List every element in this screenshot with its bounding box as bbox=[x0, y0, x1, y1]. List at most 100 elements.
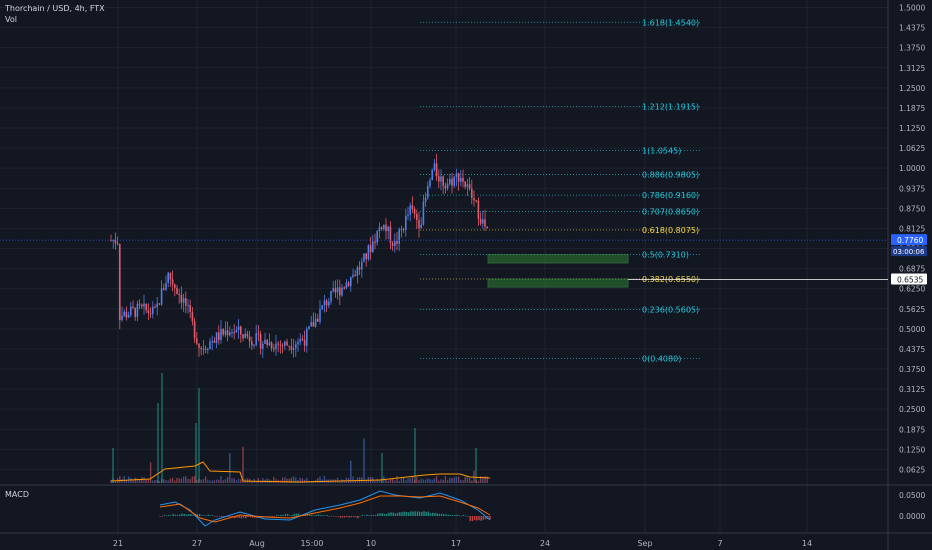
volume-bar bbox=[394, 480, 396, 483]
volume-bar bbox=[237, 478, 240, 483]
candle-body bbox=[180, 295, 183, 303]
macd-signal-line bbox=[159, 495, 491, 523]
macd-histogram-bar bbox=[454, 515, 456, 516]
fib-level-label: 1(1.0545) bbox=[642, 147, 681, 156]
volume-bar bbox=[405, 480, 407, 483]
macd-histogram-bar bbox=[163, 514, 166, 516]
candle-body bbox=[248, 336, 251, 342]
target-zones[interactable] bbox=[487, 254, 629, 288]
candle-body bbox=[165, 283, 167, 290]
candle-body bbox=[187, 305, 189, 307]
candle-body bbox=[220, 329, 222, 340]
candle-body bbox=[422, 201, 425, 225]
candle-body bbox=[451, 178, 453, 186]
macd-histogram-bar bbox=[306, 515, 309, 516]
macd-histogram-bar bbox=[348, 516, 350, 518]
candle-body bbox=[191, 311, 194, 322]
volume-bar bbox=[402, 477, 405, 483]
volume-bar bbox=[169, 478, 172, 483]
candle-body bbox=[222, 329, 224, 335]
volume-bar bbox=[464, 476, 466, 483]
volume-bar bbox=[446, 480, 449, 483]
volume-bar bbox=[130, 477, 132, 483]
candle-body bbox=[433, 163, 436, 170]
macd-histogram-bar bbox=[242, 516, 245, 518]
candle-body bbox=[416, 214, 418, 220]
volume-bar bbox=[207, 479, 209, 483]
symbol-title[interactable]: Thorchain / USD, 4h, FTX bbox=[5, 4, 105, 13]
macd-histogram-bar bbox=[317, 514, 320, 516]
volume-bar bbox=[482, 476, 484, 483]
candle-body bbox=[264, 339, 266, 344]
volume-bar bbox=[233, 478, 235, 483]
candle-body bbox=[352, 274, 354, 278]
price-tick-label: 0.1250 bbox=[899, 445, 925, 454]
volume-bar bbox=[286, 478, 288, 483]
volume-bar bbox=[354, 480, 356, 483]
volume-bar bbox=[134, 477, 136, 483]
candle-body bbox=[163, 288, 165, 290]
candle-body bbox=[444, 185, 447, 189]
volume-bar bbox=[114, 480, 117, 483]
volume-bar bbox=[193, 476, 196, 483]
candle-body bbox=[466, 184, 469, 187]
candle-body bbox=[409, 205, 411, 215]
price-tick-label: 0.5625 bbox=[899, 305, 925, 314]
candle-body bbox=[149, 312, 152, 314]
macd-histogram-bar bbox=[355, 516, 357, 518]
macd-histogram-bar bbox=[238, 516, 240, 518]
fib-level-label: 0.5(0.7310) bbox=[642, 251, 689, 260]
volume-bar bbox=[479, 476, 482, 483]
candle-body bbox=[152, 306, 154, 314]
candle-body bbox=[207, 349, 209, 351]
candle-body bbox=[233, 332, 235, 334]
macd-histogram-bar bbox=[471, 516, 474, 521]
macd-histogram-bar bbox=[421, 511, 423, 516]
macd-histogram-bar bbox=[227, 516, 229, 517]
volume-bar bbox=[178, 478, 180, 483]
volume-bar bbox=[427, 478, 429, 483]
macd-histogram-bar bbox=[286, 514, 289, 516]
candle-body bbox=[310, 322, 312, 327]
volume-bar bbox=[224, 479, 227, 483]
price-tick-label: 1.0625 bbox=[899, 144, 925, 153]
macd-histogram-bar bbox=[196, 514, 199, 516]
volume-bar bbox=[235, 480, 238, 483]
candle-body bbox=[411, 205, 414, 209]
volume-bar bbox=[317, 478, 319, 483]
candle-body bbox=[160, 288, 163, 305]
time-tick-label: 15:00 bbox=[300, 539, 323, 548]
candle-body bbox=[193, 321, 196, 339]
volume-bar bbox=[125, 480, 128, 483]
candle-body bbox=[306, 328, 308, 346]
macd-histogram-bar bbox=[264, 516, 267, 517]
macd-histogram-bar bbox=[218, 515, 221, 517]
volume-bar bbox=[444, 476, 447, 483]
price-tick-label: 1.4375 bbox=[899, 24, 925, 33]
macd-histogram-bar bbox=[172, 514, 174, 516]
time-scale[interactable]: 21 27 Aug 15:00 10 17 24 Sep 7 14 bbox=[113, 539, 812, 548]
volume-bar bbox=[422, 479, 425, 483]
macd-histogram-bar bbox=[482, 516, 485, 520]
volume-bar bbox=[391, 478, 394, 483]
volume-bar bbox=[222, 480, 224, 483]
macd-histogram-bar bbox=[311, 514, 313, 516]
candle-body bbox=[231, 332, 233, 334]
candle-body bbox=[119, 243, 121, 321]
price-tick-label: 1.1875 bbox=[899, 104, 925, 113]
candle-body bbox=[154, 306, 156, 308]
candle-body bbox=[288, 345, 290, 347]
price-scale[interactable]: 1.5000 1.4375 1.3750 1.3125 1.2500 1.1875 1.12… bbox=[0, 4, 927, 522]
macd-pane bbox=[159, 490, 491, 527]
macd-tick-label: 0.0000 bbox=[899, 512, 925, 521]
candle-body bbox=[383, 224, 385, 230]
candle-body bbox=[297, 341, 299, 345]
macd-histogram-bar bbox=[319, 515, 322, 516]
volume-bar bbox=[156, 479, 158, 483]
macd-histogram-bar bbox=[192, 515, 194, 516]
candle-body bbox=[215, 332, 218, 343]
volume-bar bbox=[163, 479, 165, 483]
volume-bar bbox=[251, 480, 253, 483]
candle-body bbox=[418, 219, 420, 229]
